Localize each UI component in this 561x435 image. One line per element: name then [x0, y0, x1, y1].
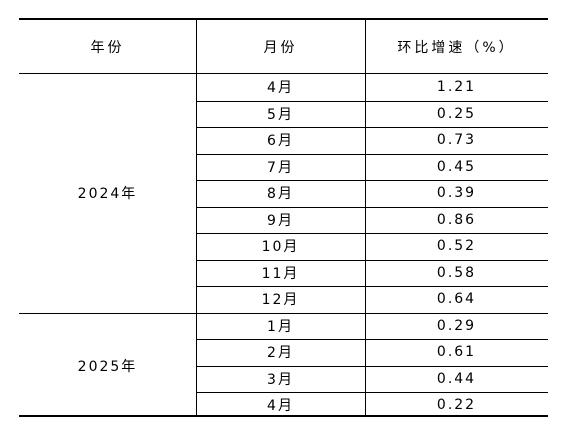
header-rule: [19, 73, 548, 74]
header-mom-growth: 环比增速（%）: [397, 39, 516, 56]
month-cell: 8月: [267, 186, 294, 203]
month-cell: 4月: [267, 80, 294, 97]
value-cell: 0.22: [436, 397, 477, 414]
month-cell: 6月: [267, 133, 294, 150]
row-divider: [196, 260, 548, 261]
month-cell: 12月: [261, 292, 300, 309]
month-cell: 10月: [261, 239, 300, 256]
value-cell: 0.52: [436, 238, 477, 255]
group-divider: [19, 313, 548, 314]
row-divider: [196, 180, 548, 181]
row-divider: [196, 207, 548, 208]
value-cell: 0.64: [436, 291, 477, 308]
row-divider: [196, 101, 548, 102]
month-cell: 9月: [267, 212, 294, 229]
row-divider: [196, 154, 548, 155]
value-cell: 1.21: [436, 79, 477, 96]
column-divider: [365, 20, 366, 415]
month-cell: 5月: [267, 106, 294, 123]
row-divider: [196, 339, 548, 340]
month-cell: 1月: [267, 318, 294, 335]
header-year: 年份: [90, 39, 125, 56]
value-cell: 0.86: [436, 211, 477, 228]
top-rule: [19, 18, 548, 20]
year-cell: 2024年: [77, 186, 138, 203]
month-cell: 2月: [267, 345, 294, 362]
bottom-rule: [19, 415, 548, 417]
value-cell: 0.25: [436, 105, 477, 122]
row-divider: [196, 286, 548, 287]
value-cell: 0.39: [436, 185, 477, 202]
month-cell: 7月: [267, 159, 294, 176]
value-cell: 0.29: [436, 317, 477, 334]
value-cell: 0.61: [436, 344, 477, 361]
header-month: 月份: [263, 39, 298, 56]
month-cell: 4月: [267, 398, 294, 415]
month-cell: 3月: [267, 371, 294, 388]
value-cell: 0.73: [436, 132, 477, 149]
column-divider: [196, 20, 197, 415]
value-cell: 0.45: [436, 158, 477, 175]
row-divider: [196, 127, 548, 128]
row-divider: [196, 233, 548, 234]
year-cell: 2025年: [77, 358, 138, 375]
month-cell: 11月: [261, 265, 300, 282]
row-divider: [196, 392, 548, 393]
value-cell: 0.44: [436, 370, 477, 387]
row-divider: [196, 366, 548, 367]
value-cell: 0.58: [436, 264, 477, 281]
